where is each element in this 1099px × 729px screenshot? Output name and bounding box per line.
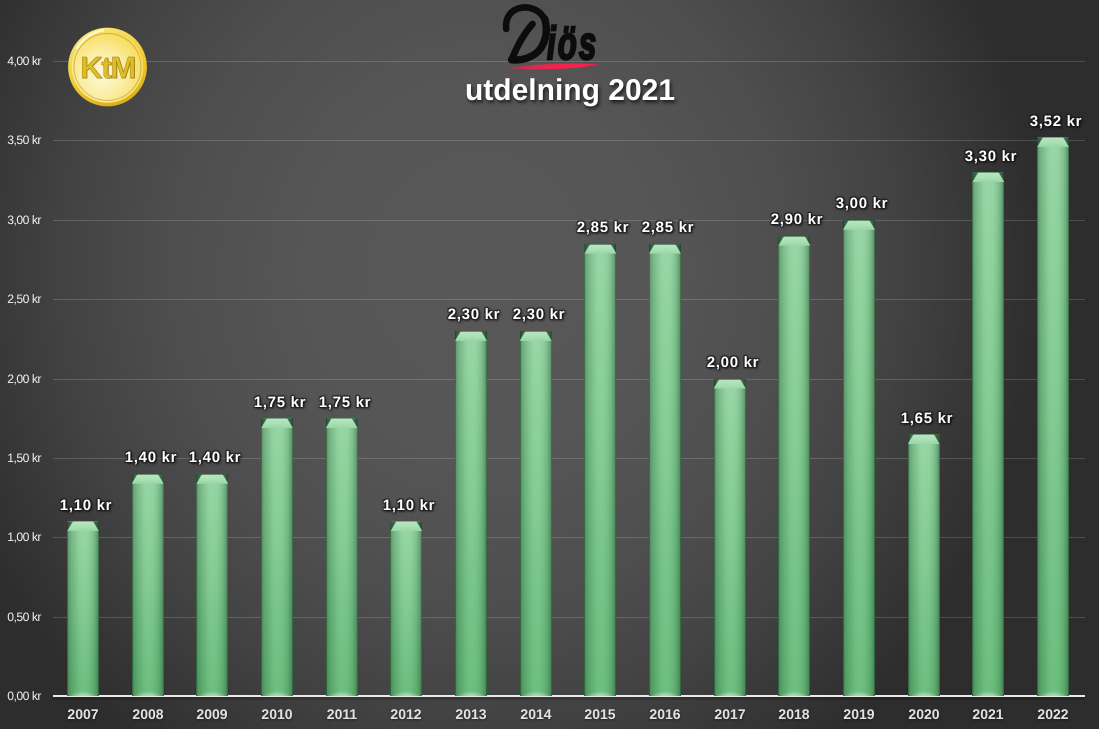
- svg-text:KtM: KtM: [80, 50, 135, 85]
- svg-text:iös: iös: [547, 18, 598, 69]
- svg-text:KtM: KtM: [81, 51, 136, 86]
